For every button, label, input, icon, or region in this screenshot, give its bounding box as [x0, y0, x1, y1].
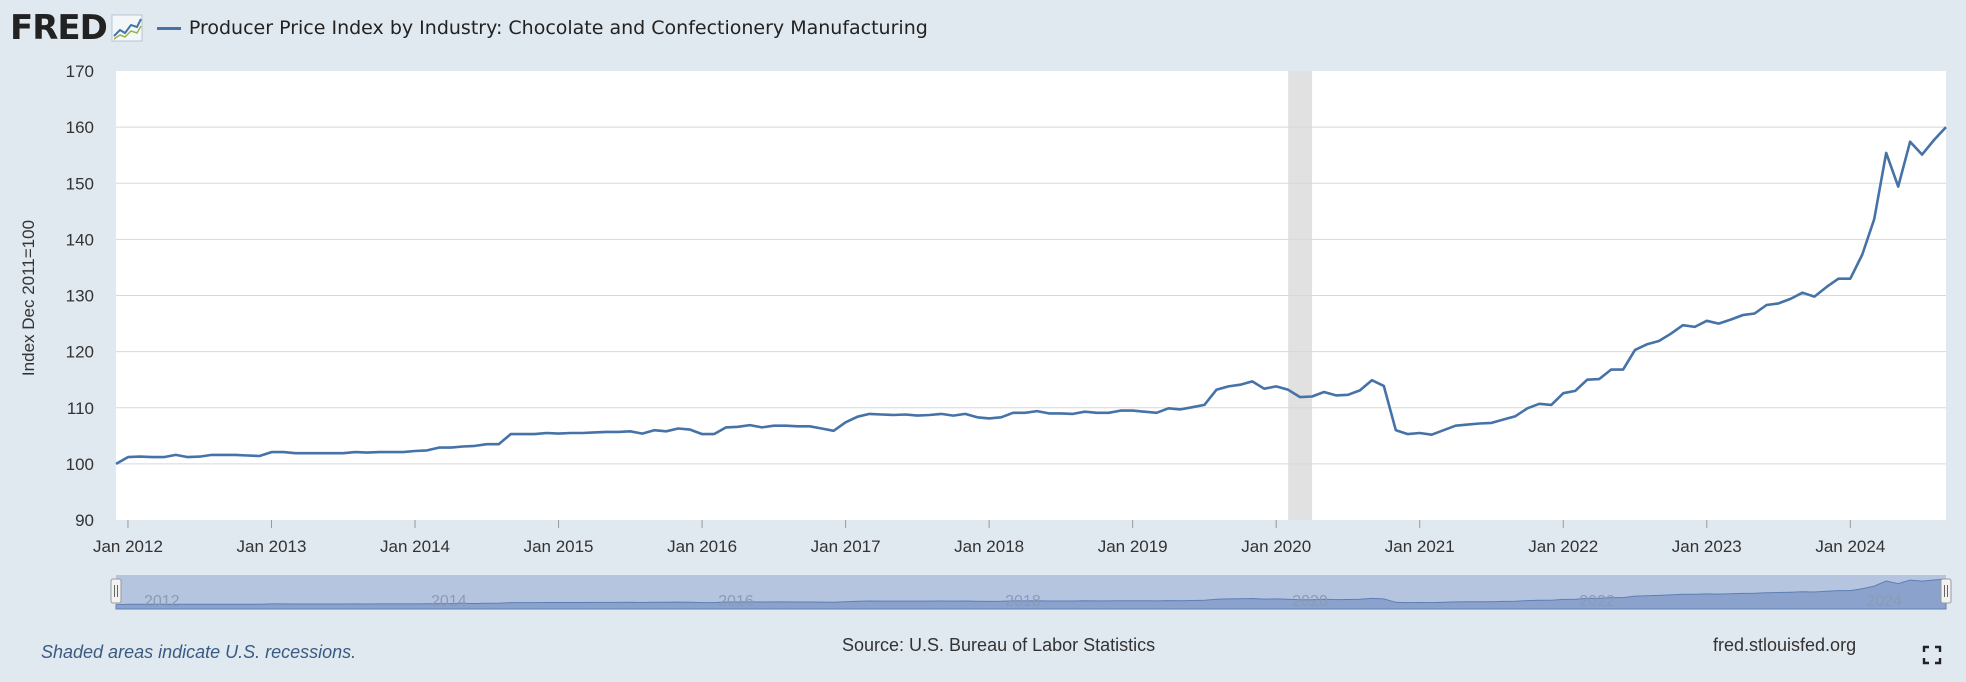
- fred-graph-icon: [111, 14, 143, 42]
- y-tick-label: 170: [66, 62, 94, 81]
- x-tick-label: Jan 2015: [524, 537, 594, 556]
- x-tick-label: Jan 2018: [954, 537, 1024, 556]
- navigator-label: 2014: [431, 593, 467, 610]
- fred-logo[interactable]: FRED: [10, 8, 108, 48]
- y-tick-label: 110: [67, 399, 94, 418]
- line-chart[interactable]: 90 100 110 120 130 140 150 160 170 Jan 2012 Jan 2…: [0, 0, 1966, 630]
- navigator-label: 2012: [144, 593, 180, 610]
- x-tick-label: Jan 2013: [237, 537, 307, 556]
- navigator-label: 2024: [1866, 593, 1902, 610]
- navigator-label: 2018: [1005, 593, 1041, 610]
- x-tick-label: Jan 2017: [811, 537, 881, 556]
- recession-note: Shaded areas indicate U.S. recessions.: [41, 642, 357, 662]
- navigator-handle-left[interactable]: [110, 578, 122, 604]
- legend-swatch: [156, 26, 181, 30]
- x-tick-label: Jan 2024: [1815, 537, 1885, 556]
- chart-header: FRED Producer Price Index by Industry: C…: [10, 8, 928, 48]
- navigator-label: 2016: [718, 593, 754, 610]
- x-tick-label: Jan 2022: [1528, 537, 1598, 556]
- fullscreen-icon[interactable]: [1922, 645, 1942, 665]
- x-tick-label: Jan 2014: [380, 537, 450, 556]
- x-tick-label: Jan 2012: [93, 537, 163, 556]
- y-tick-label: 150: [66, 174, 94, 193]
- y-tick-label: 90: [75, 511, 94, 530]
- x-tick-label: Jan 2021: [1385, 537, 1455, 556]
- y-tick-label: 160: [66, 118, 94, 137]
- series-line[interactable]: [115, 126, 1947, 466]
- x-tick-label: Jan 2016: [667, 537, 737, 556]
- series-title[interactable]: Producer Price Index by Industry: Chocol…: [188, 17, 928, 39]
- x-tick-label: Jan 2019: [1098, 537, 1168, 556]
- site-link[interactable]: fred.stlouisfed.org: [1713, 635, 1857, 655]
- y-tick-label: 130: [66, 287, 94, 306]
- x-tick-label: Jan 2020: [1241, 537, 1311, 556]
- source-text: Source: U.S. Bureau of Labor Statistics: [842, 635, 1156, 655]
- navigator-handle-right[interactable]: [1940, 578, 1952, 604]
- y-axis-label: Index Dec 2011=100: [19, 220, 38, 376]
- x-tick-label: Jan 2023: [1672, 537, 1742, 556]
- y-tick-label: 100: [66, 455, 94, 474]
- navigator-series: [115, 578, 1947, 610]
- navigator-label: 2020: [1292, 593, 1328, 610]
- navigator-label: 2022: [1579, 593, 1615, 610]
- y-tick-label: 140: [66, 230, 94, 249]
- y-tick-label: 120: [66, 343, 94, 362]
